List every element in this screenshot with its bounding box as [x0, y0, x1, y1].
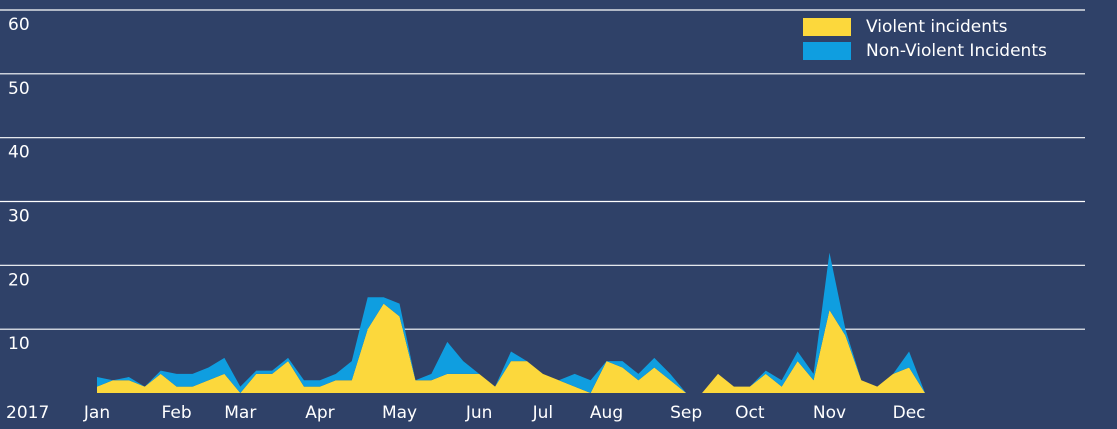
legend-label: Violent incidents	[866, 17, 1008, 37]
legend-swatch	[803, 18, 851, 36]
y-tick-label: 40	[8, 143, 30, 163]
area	[97, 303, 925, 393]
y-tick-label: 20	[8, 270, 30, 290]
x-tick-label: Feb	[162, 403, 192, 423]
x-tick-label: Sep	[670, 403, 702, 423]
year-label: 2017	[6, 403, 49, 423]
x-tick-label: Apr	[305, 403, 334, 423]
x-tick-label: Mar	[224, 403, 256, 423]
y-tick-label: 60	[8, 15, 30, 35]
x-tick-label: Jun	[465, 403, 493, 423]
x-tick-label: May	[382, 403, 417, 423]
area	[97, 252, 925, 393]
x-tick-label: Jan	[83, 403, 110, 423]
legend-swatch	[803, 42, 851, 60]
y-tick-label: 50	[8, 79, 30, 99]
legend-label: Non-Violent Incidents	[866, 41, 1047, 61]
y-tick-label: 30	[8, 207, 30, 227]
x-tick-label: Aug	[590, 403, 623, 423]
x-tick-label: Oct	[735, 403, 765, 423]
x-tick-label: Nov	[813, 403, 846, 423]
y-tick-label: 10	[8, 334, 30, 354]
x-tick-label: Jul	[532, 403, 554, 423]
x-tick-label: Dec	[893, 403, 926, 423]
